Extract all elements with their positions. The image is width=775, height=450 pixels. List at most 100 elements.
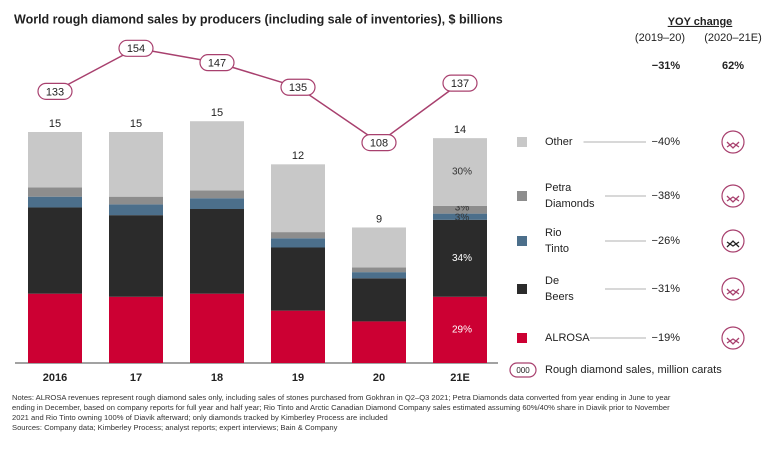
bar-segment: [433, 138, 487, 206]
yoy-title: YOY change: [668, 16, 733, 28]
total-label: 12: [292, 150, 304, 162]
bar-segment: [190, 198, 244, 209]
total-label: 15: [130, 118, 142, 130]
carats-label: 147: [208, 58, 226, 70]
note: Notes: ALROSA revenues represent rough d…: [12, 393, 671, 402]
carats-marker: [199, 54, 235, 72]
carats-label: 133: [46, 86, 64, 98]
carats-marker: [280, 78, 316, 96]
bar-segment: [109, 204, 163, 216]
x-tick-label: 20: [373, 372, 385, 384]
legend-label-line: Rio: [545, 227, 562, 239]
x-tick-label: 21E: [450, 372, 470, 384]
share-label: 30%: [452, 167, 472, 178]
yoy-value: −19%: [652, 332, 681, 344]
legend-label: Other: [545, 136, 573, 148]
legend-label-line: Diamonds: [545, 198, 595, 210]
carats-legend-label: Rough diamond sales, million carats: [545, 364, 722, 376]
total-label: 15: [49, 118, 61, 130]
trend-icon: [721, 184, 745, 208]
trend-icon: [721, 326, 745, 350]
bar-segment: [109, 296, 163, 363]
bar-segment: [271, 238, 325, 248]
bar-segment: [433, 296, 487, 363]
bar-segment: [352, 321, 406, 363]
legend-swatch: [517, 333, 527, 343]
carats-marker: [37, 82, 73, 100]
note: Sources: Company data; Kimberley Process…: [12, 423, 338, 432]
legend-swatch: [517, 137, 527, 147]
bar-segment: [28, 187, 82, 197]
x-tick-label: 17: [130, 372, 142, 384]
trend-chevron: [726, 288, 740, 296]
bar-segment: [190, 121, 244, 191]
carats-marker: [361, 134, 397, 152]
note: ending in December, based on company rep…: [12, 403, 670, 412]
trend-chevron: [726, 338, 740, 344]
total-label: 14: [454, 124, 466, 136]
trend-chevron: [726, 195, 740, 203]
trend-chevron: [726, 142, 740, 148]
bar-segment: [28, 132, 82, 188]
carats-legend-marker-label: 000: [516, 366, 530, 375]
yoy-value: −38%: [652, 190, 681, 202]
total-label: 15: [211, 107, 223, 119]
bar-segment: [352, 272, 406, 279]
share-label: 3%: [455, 203, 470, 214]
legend-swatch: [517, 236, 527, 246]
share-label: 34%: [452, 253, 472, 264]
bar-segment: [190, 293, 244, 363]
yoy-value: −26%: [652, 235, 681, 247]
legend-label-line: Tinto: [545, 243, 569, 255]
yoy-period: (2019–20): [635, 32, 685, 44]
total-label: 9: [376, 213, 382, 225]
legend-label-line: De: [545, 275, 559, 287]
bar-segment: [28, 196, 82, 208]
bar-segment: [28, 293, 82, 363]
legend-label: De Beers: [545, 275, 574, 303]
trend-chevron: [726, 289, 740, 295]
carats-label: 108: [370, 138, 388, 150]
share-label: 29%: [452, 325, 472, 336]
x-tick-label: 19: [292, 372, 304, 384]
bar-segment: [271, 232, 325, 239]
legend-label: Petra Diamonds: [545, 182, 595, 210]
bar-segment: [271, 247, 325, 311]
carats-line: [54, 47, 461, 144]
bar-segment: [352, 267, 406, 273]
x-tick-label: 2016: [43, 372, 67, 384]
bar-segment: [352, 227, 406, 268]
carats-label: 135: [289, 82, 307, 94]
legend-label-line: Petra: [545, 182, 572, 194]
yoy-period: (2020–21E): [704, 32, 762, 44]
yoy-value: −40%: [652, 136, 681, 148]
carats-marker: [442, 74, 478, 92]
yoy-total: −31%: [652, 60, 681, 72]
trend-icon: [721, 130, 745, 154]
trend-chevron: [726, 240, 740, 248]
bar-segment: [109, 196, 163, 205]
trend-chevron: [726, 241, 740, 247]
carats-legend-marker: [509, 362, 537, 378]
bar-segment: [190, 190, 244, 199]
note: 2021 and Rio Tinto owning 100% of Diavik…: [12, 413, 388, 422]
carats-label: 137: [451, 78, 469, 90]
trend-icon: [721, 277, 745, 301]
legend-swatch: [517, 284, 527, 294]
trend-chevron: [726, 196, 740, 202]
bar-segment: [433, 213, 487, 220]
bar-segment: [271, 310, 325, 363]
bar-segment: [271, 164, 325, 233]
trend-chevron: [726, 141, 740, 149]
bar-segment: [109, 215, 163, 297]
carats-marker: [118, 39, 154, 57]
share-label: 3%: [455, 212, 470, 223]
bar-segment: [109, 132, 163, 197]
bar-segment: [433, 219, 487, 297]
legend-swatch: [517, 191, 527, 201]
legend-label: Rio Tinto: [545, 227, 569, 255]
bar-segment: [433, 205, 487, 214]
bar-segment: [190, 209, 244, 294]
yoy-total: 62%: [722, 60, 744, 72]
